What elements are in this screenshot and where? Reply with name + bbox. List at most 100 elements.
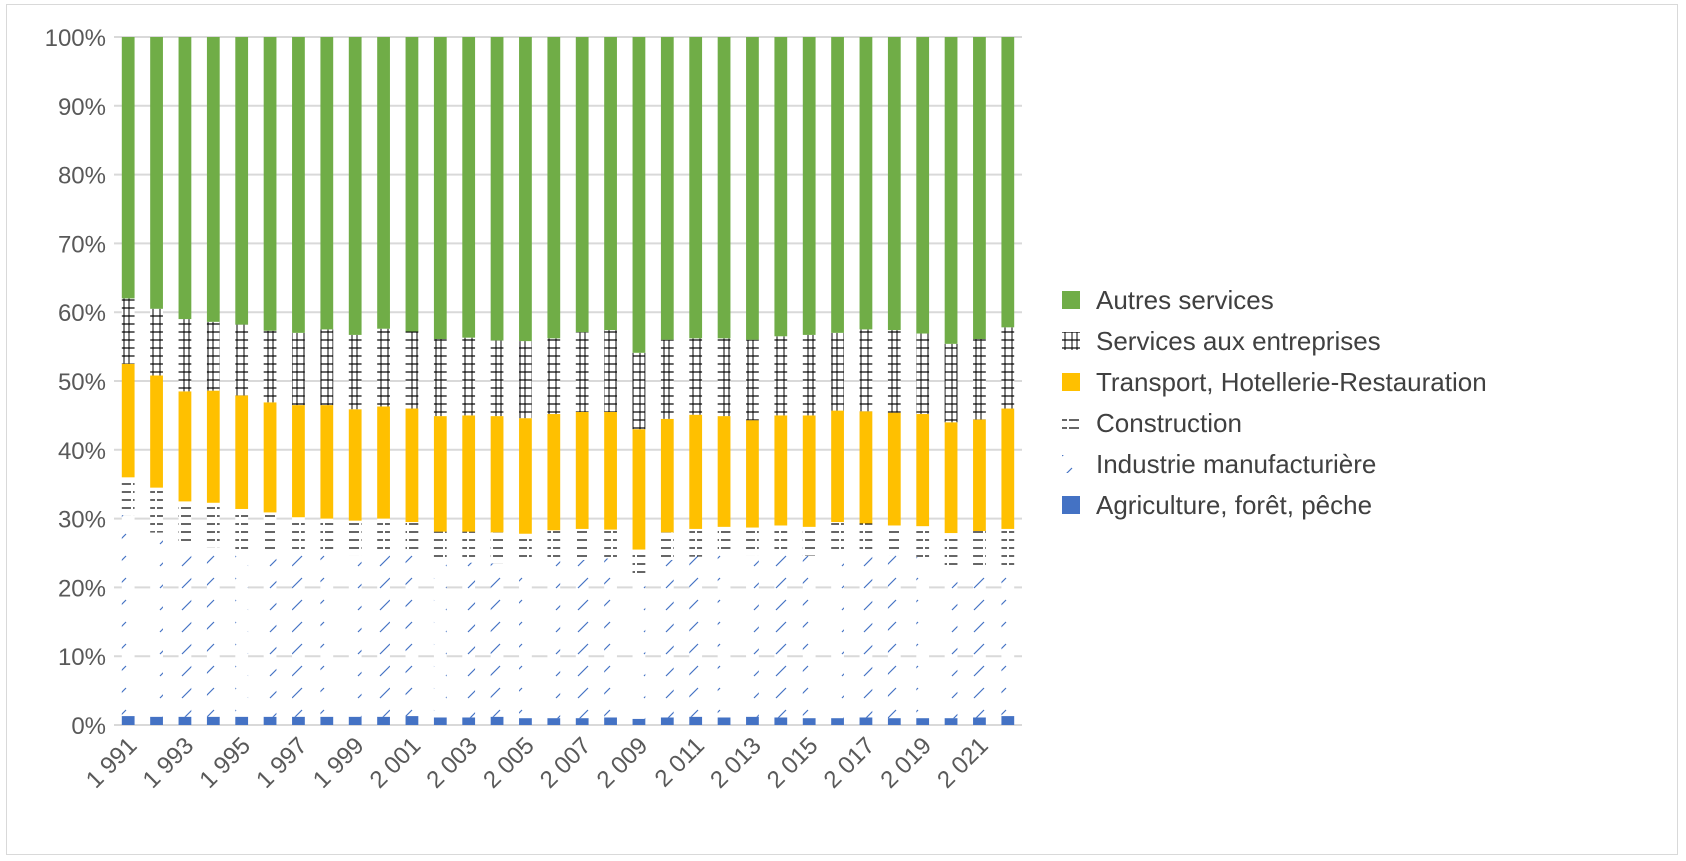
bar-segment-autres-services xyxy=(916,37,930,334)
bar-segment-agriculture-foret-peche xyxy=(859,717,873,725)
bar-segment-industrie-manufacturiere xyxy=(206,547,220,717)
bar-segment-industrie-manufacturiere xyxy=(746,555,759,717)
bar-segment-transport-hotellerie-restauration xyxy=(1001,408,1015,529)
x-tick-label: 2 005 xyxy=(478,732,540,794)
bar-segment-industrie-manufacturiere xyxy=(377,549,390,717)
bar-segment-industrie-manufacturiere xyxy=(405,553,419,717)
bar-segment-transport-hotellerie-restauration xyxy=(944,422,958,534)
bar-segment-services-aux-entreprises xyxy=(632,352,646,430)
bar-segment-autres-services xyxy=(887,37,901,331)
bar-stack xyxy=(604,37,617,725)
bar-segment-construction xyxy=(348,520,362,556)
bar-segment-industrie-manufacturiere xyxy=(1001,566,1015,717)
bar-segment-industrie-manufacturiere xyxy=(916,557,930,719)
x-tick-label: 2 021 xyxy=(932,732,994,794)
bar-segment-agriculture-foret-peche xyxy=(831,718,844,725)
bar-segment-agriculture-foret-peche xyxy=(944,718,958,725)
bar-segment-agriculture-foret-peche xyxy=(150,716,163,725)
legend-item: Autres services xyxy=(1062,285,1274,315)
legend-label: Autres services xyxy=(1096,285,1274,315)
bar-segment-industrie-manufacturiere xyxy=(150,532,163,717)
bar-segment-autres-services xyxy=(802,37,816,335)
bar-segment-transport-hotellerie-restauration xyxy=(263,402,277,513)
bar-stack xyxy=(802,37,816,725)
bar-segment-agriculture-foret-peche xyxy=(178,716,192,725)
bar-segment-agriculture-foret-peche xyxy=(490,716,504,725)
bar-segment-transport-hotellerie-restauration xyxy=(490,416,504,533)
bar-segment-autres-services xyxy=(405,37,419,332)
bar-segment-transport-hotellerie-restauration xyxy=(292,405,305,518)
bar-segment-autres-services xyxy=(235,37,249,325)
bar-segment-industrie-manufacturiere xyxy=(433,562,447,718)
bar-segment-construction xyxy=(575,528,589,560)
bar-stack xyxy=(887,37,901,725)
bar-segment-autres-services xyxy=(604,37,617,331)
bar-segment-agriculture-foret-peche xyxy=(660,717,674,725)
bar-segment-services-aux-entreprises xyxy=(263,330,277,403)
bar-segment-transport-hotellerie-restauration xyxy=(433,416,447,532)
bar-stack xyxy=(547,37,561,725)
y-tick-label: 40% xyxy=(58,438,106,465)
bar-stack xyxy=(1001,37,1015,725)
gridlines xyxy=(114,36,1022,726)
bar-segment-industrie-manufacturiere xyxy=(292,551,305,717)
legend-item: Services aux entreprises xyxy=(1062,326,1381,356)
bar-segment-transport-hotellerie-restauration xyxy=(547,414,561,531)
bar-segment-agriculture-foret-peche xyxy=(263,716,277,725)
bar-segment-transport-hotellerie-restauration xyxy=(121,363,135,478)
legend-label: Industrie manufacturière xyxy=(1096,449,1376,479)
bar-segment-agriculture-foret-peche xyxy=(377,716,390,725)
bar-segment-agriculture-foret-peche xyxy=(887,718,901,725)
bar-stack xyxy=(774,37,788,725)
bar-segment-transport-hotellerie-restauration xyxy=(887,412,901,526)
bar-segment-industrie-manufacturiere xyxy=(178,546,192,717)
bar-segment-construction xyxy=(433,531,447,563)
y-tick-label: 90% xyxy=(58,94,106,121)
legend-item: Construction xyxy=(1062,408,1242,438)
bar-stack xyxy=(377,37,390,725)
bar-segment-agriculture-foret-peche xyxy=(547,718,561,725)
bar-segment-agriculture-foret-peche xyxy=(632,718,646,725)
bar-segment-industrie-manufacturiere xyxy=(859,554,873,718)
bar-segment-transport-hotellerie-restauration xyxy=(859,411,873,524)
bar-segment-autres-services xyxy=(689,37,703,339)
bar-segment-services-aux-entreprises xyxy=(887,330,901,413)
bar-segment-construction xyxy=(263,512,277,551)
bar-segment-construction xyxy=(292,517,305,552)
bar-stack xyxy=(292,37,305,725)
bar-segment-construction xyxy=(547,530,561,560)
bar-segment-construction xyxy=(831,522,844,551)
bar-segment-industrie-manufacturiere xyxy=(887,555,901,719)
bar-segment-autres-services xyxy=(944,37,958,344)
bar-segment-agriculture-foret-peche xyxy=(405,716,419,725)
bar-segment-transport-hotellerie-restauration xyxy=(717,416,731,527)
bar-segment-transport-hotellerie-restauration xyxy=(632,429,646,550)
bar-segment-services-aux-entreprises xyxy=(519,341,532,419)
bar-segment-industrie-manufacturiere xyxy=(660,559,674,718)
bar-segment-industrie-manufacturiere xyxy=(320,553,334,717)
bar-segment-construction xyxy=(405,522,419,553)
bar-segment-autres-services xyxy=(831,37,844,333)
bar-segment-services-aux-entreprises xyxy=(746,339,759,421)
bar-segment-autres-services xyxy=(973,37,986,340)
bar-segment-transport-hotellerie-restauration xyxy=(377,406,390,519)
legend-item: Transport, Hotellerie-Restauration xyxy=(1062,367,1487,397)
bar-segment-construction xyxy=(235,508,249,551)
bar-stack xyxy=(320,37,334,725)
bar-stack xyxy=(519,37,532,725)
legend-swatch xyxy=(1062,291,1080,309)
bar-segment-construction xyxy=(632,549,646,578)
y-tick-label: 100% xyxy=(45,25,106,52)
x-tick-label: 2 003 xyxy=(421,732,483,794)
bar-segment-transport-hotellerie-restauration xyxy=(462,415,476,532)
legend-label: Construction xyxy=(1096,408,1242,438)
x-tick-label: 2 017 xyxy=(819,732,881,794)
bar-segment-services-aux-entreprises xyxy=(973,339,986,420)
bar-segment-construction xyxy=(519,533,532,563)
bar-segment-autres-services xyxy=(1001,37,1015,328)
bar-stack xyxy=(973,37,986,725)
bar-segment-agriculture-foret-peche xyxy=(462,717,476,725)
bar-segment-services-aux-entreprises xyxy=(462,337,476,416)
bar-segment-services-aux-entreprises xyxy=(235,324,249,396)
bar-segment-agriculture-foret-peche xyxy=(802,718,816,725)
